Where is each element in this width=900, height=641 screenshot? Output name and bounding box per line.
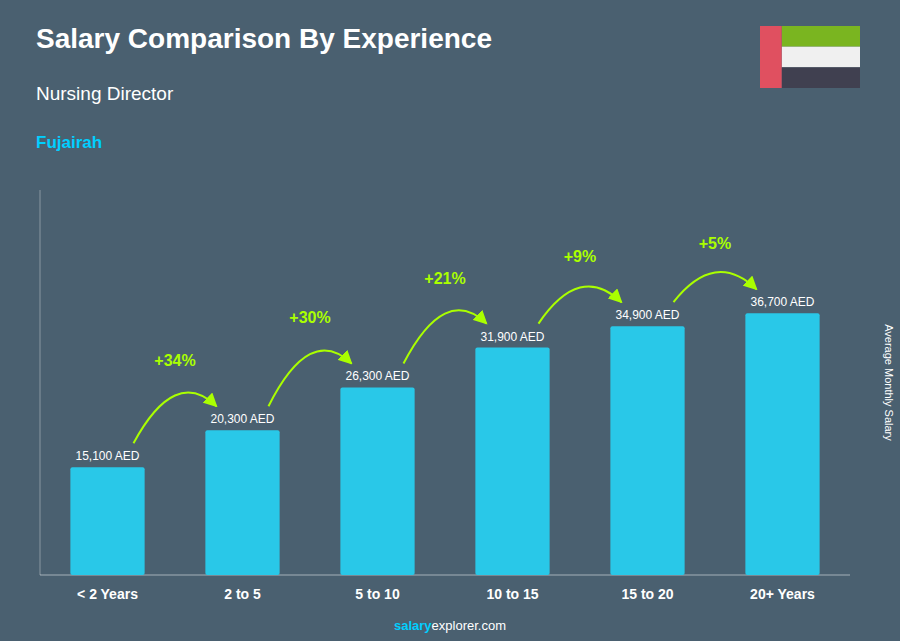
- city: Fujairah: [36, 133, 102, 152]
- x-tick-label: 10 to 15: [486, 586, 538, 602]
- x-axis-line: [40, 575, 850, 576]
- watermark: salaryexplorer.com: [394, 618, 506, 633]
- data-label: 20,300 AED: [210, 412, 274, 426]
- change-label: +30%: [289, 309, 330, 326]
- flag: [760, 26, 860, 88]
- y-axis-line: [40, 190, 41, 575]
- title: Salary Comparison By Experience: [36, 23, 492, 54]
- change-arrow: [673, 272, 756, 302]
- data-label: 34,900 AED: [615, 308, 679, 322]
- change-arrow: [403, 310, 486, 363]
- background: [0, 0, 900, 641]
- flag-stripe: [782, 67, 860, 88]
- y-axis-label: Average Monthly Salary: [883, 324, 895, 441]
- data-label: 26,300 AED: [345, 369, 409, 383]
- data-label: 31,900 AED: [480, 330, 544, 344]
- flag-stripe: [782, 26, 860, 47]
- bar: [340, 387, 414, 575]
- data-label: 15,100 AED: [75, 449, 139, 463]
- bar: [70, 467, 144, 575]
- chart: Salary Comparison By Experience Nursing D…: [0, 0, 900, 641]
- x-tick-label: 15 to 20: [621, 586, 673, 602]
- x-tick-label: 2 to 5: [224, 586, 261, 602]
- change-label: +9%: [564, 248, 596, 265]
- bar: [205, 430, 279, 575]
- bars: [70, 313, 819, 575]
- flag-stripe: [760, 26, 782, 88]
- x-tick-label: < 2 Years: [77, 586, 138, 602]
- watermark-part: explorer.com: [432, 618, 506, 633]
- change-label: +34%: [154, 352, 195, 369]
- change-arrow: [268, 350, 351, 406]
- x-tick-label: 20+ Years: [750, 586, 815, 602]
- data-label: 36,700 AED: [750, 295, 814, 309]
- change-arrow: [133, 393, 216, 444]
- change-label: +5%: [699, 235, 731, 252]
- flag-stripe: [782, 47, 860, 68]
- watermark-part: salary: [394, 618, 432, 633]
- bar: [610, 326, 684, 575]
- subtitle: Nursing Director: [36, 83, 174, 104]
- change-label: +21%: [424, 270, 465, 287]
- change-arrow: [538, 286, 621, 323]
- x-tick-label: 5 to 10: [355, 586, 400, 602]
- bar: [745, 313, 819, 575]
- bar: [475, 348, 549, 575]
